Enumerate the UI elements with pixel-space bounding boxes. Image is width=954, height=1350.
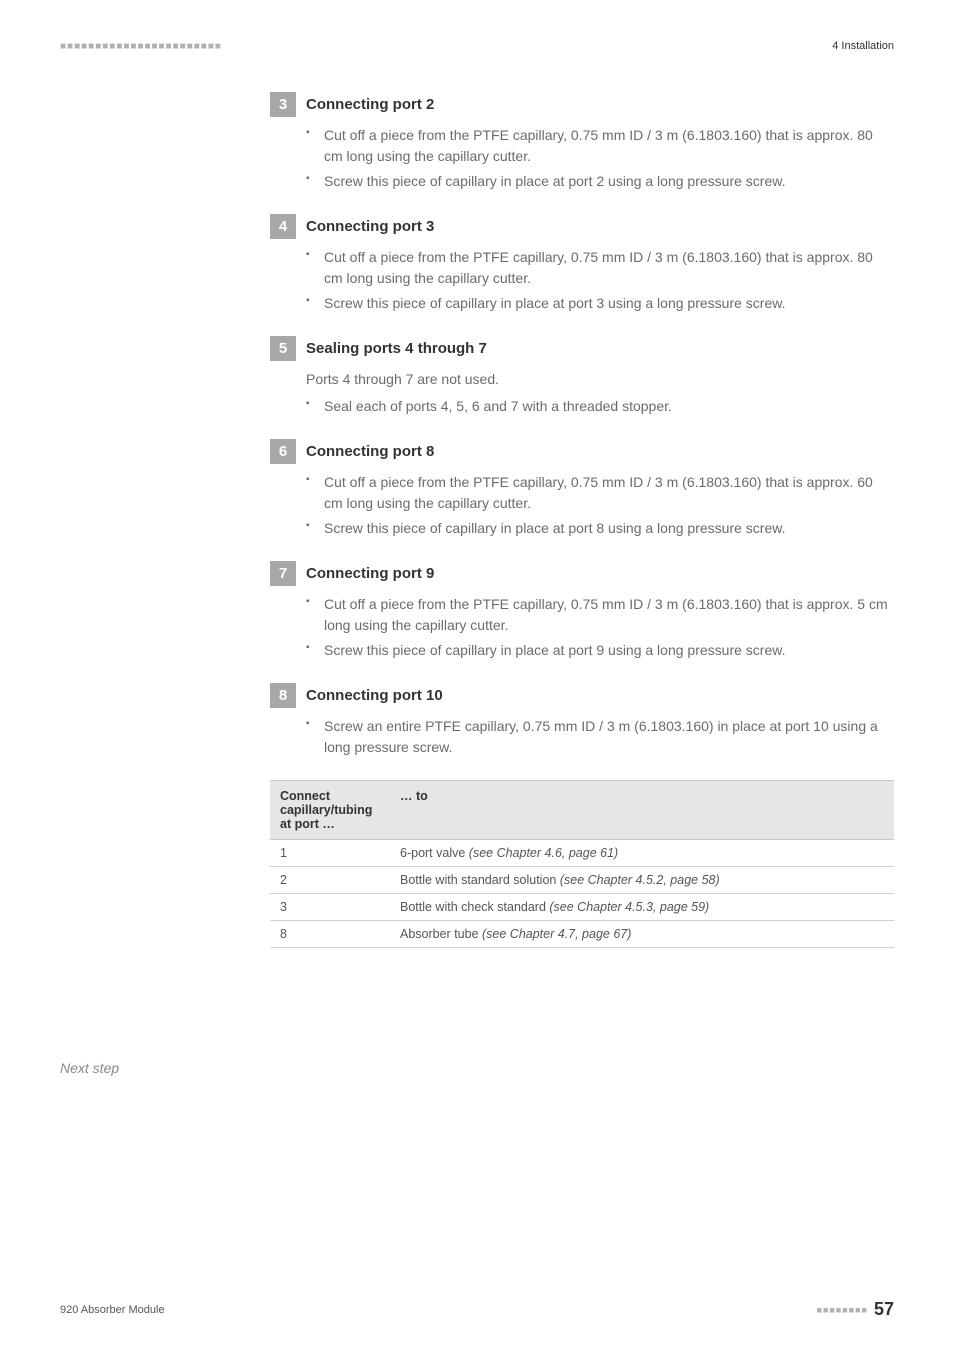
table-cell-ref: (see Chapter 4.5.3, page 59) <box>549 900 709 914</box>
step-number: 7 <box>270 561 296 586</box>
page-header: ■■■■■■■■■■■■■■■■■■■■■■■ 4 Installation <box>60 40 894 52</box>
step-list-item: Screw this piece of capillary in place a… <box>306 518 894 539</box>
step-header: 7Connecting port 9 <box>270 561 894 586</box>
table-cell-ref: (see Chapter 4.7, page 67) <box>482 927 631 941</box>
step-list-item: Seal each of ports 4, 5, 6 and 7 with a … <box>306 396 894 417</box>
step-number: 8 <box>270 683 296 708</box>
step-body: Cut off a piece from the PTFE capillary,… <box>270 594 894 661</box>
step-header: 3Connecting port 2 <box>270 92 894 117</box>
step-list: Cut off a piece from the PTFE capillary,… <box>306 125 894 192</box>
table-cell-ref: (see Chapter 4.5.2, page 58) <box>560 873 720 887</box>
header-dashes: ■■■■■■■■■■■■■■■■■■■■■■■ <box>60 41 222 52</box>
step-list-item: Cut off a piece from the PTFE capillary,… <box>306 594 894 636</box>
step-list: Cut off a piece from the PTFE capillary,… <box>306 247 894 314</box>
step-body: Cut off a piece from the PTFE capillary,… <box>270 472 894 539</box>
table-cell-to: Absorber tube (see Chapter 4.7, page 67) <box>390 921 894 948</box>
table-cell-port: 1 <box>270 840 390 867</box>
step: 3Connecting port 2 Cut off a piece from t… <box>270 92 894 192</box>
step-body: Cut off a piece from the PTFE capillary,… <box>270 125 894 192</box>
table-cell-ref: (see Chapter 4.6, page 61) <box>469 846 618 860</box>
footer-product: 920 Absorber Module <box>60 1304 165 1316</box>
step-list-item: Screw this piece of capillary in place a… <box>306 171 894 192</box>
table-row: 8Absorber tube (see Chapter 4.7, page 67… <box>270 921 894 948</box>
table-cell-port: 8 <box>270 921 390 948</box>
step: 4Connecting port 3 Cut off a piece from t… <box>270 214 894 314</box>
step-header: 4Connecting port 3 <box>270 214 894 239</box>
step-title: Connecting port 2 <box>296 92 444 117</box>
table-row: 16-port valve (see Chapter 4.6, page 61) <box>270 840 894 867</box>
step-title: Connecting port 10 <box>296 683 453 708</box>
step-title: Connecting port 9 <box>296 561 444 586</box>
footer-page-number: 57 <box>874 1299 894 1320</box>
table-row: 3Bottle with check standard (see Chapter… <box>270 894 894 921</box>
table-cell-to: 6-port valve (see Chapter 4.6, page 61) <box>390 840 894 867</box>
header-chapter: 4 Installation <box>832 40 894 52</box>
step-number: 3 <box>270 92 296 117</box>
page-footer: 920 Absorber Module ■■■■■■■■ 57 <box>60 1299 894 1320</box>
step-body: Screw an entire PTFE capillary, 0.75 mm … <box>270 716 894 758</box>
step: 5Sealing ports 4 through 7 Ports 4 throug… <box>270 336 894 417</box>
step-list-item: Cut off a piece from the PTFE capillary,… <box>306 125 894 167</box>
step-list: Seal each of ports 4, 5, 6 and 7 with a … <box>306 396 894 417</box>
table-header-col1: Connect capillary/tubing at port … <box>270 781 390 840</box>
step-title: Connecting port 8 <box>296 439 444 464</box>
step-intro: Ports 4 through 7 are not used. <box>306 369 894 390</box>
step-number: 4 <box>270 214 296 239</box>
main-content: 3Connecting port 2Cut off a piece from t… <box>270 92 894 948</box>
step-list-item: Screw this piece of capillary in place a… <box>306 640 894 661</box>
connection-table: Connect capillary/tubing at port … … to … <box>270 780 894 948</box>
table-cell-port: 2 <box>270 867 390 894</box>
table-row: 2Bottle with standard solution (see Chap… <box>270 867 894 894</box>
footer-dashes: ■■■■■■■■ <box>816 1305 868 1315</box>
step-number: 5 <box>270 336 296 361</box>
step-number: 6 <box>270 439 296 464</box>
step-body: Ports 4 through 7 are not used. Seal each… <box>270 369 894 417</box>
step-header: 8Connecting port 10 <box>270 683 894 708</box>
table-cell-to: Bottle with check standard (see Chapter … <box>390 894 894 921</box>
step: 8Connecting port 10 Screw an entire PTFE … <box>270 683 894 758</box>
step-title: Sealing ports 4 through 7 <box>296 336 497 361</box>
step-list: Cut off a piece from the PTFE capillary,… <box>306 594 894 661</box>
step: 6Connecting port 8 Cut off a piece from t… <box>270 439 894 539</box>
next-step-label: Next step <box>60 1060 119 1076</box>
step: 7Connecting port 9 Cut off a piece from t… <box>270 561 894 661</box>
step-list-item: Screw an entire PTFE capillary, 0.75 mm … <box>306 716 894 758</box>
table-header-col2: … to <box>390 781 894 840</box>
step-body: Cut off a piece from the PTFE capillary,… <box>270 247 894 314</box>
step-list-item: Cut off a piece from the PTFE capillary,… <box>306 472 894 514</box>
step-list-item: Screw this piece of capillary in place a… <box>306 293 894 314</box>
step-list: Screw an entire PTFE capillary, 0.75 mm … <box>306 716 894 758</box>
step-list-item: Cut off a piece from the PTFE capillary,… <box>306 247 894 289</box>
table-cell-port: 3 <box>270 894 390 921</box>
step-title: Connecting port 3 <box>296 214 444 239</box>
step-header: 6Connecting port 8 <box>270 439 894 464</box>
step-header: 5Sealing ports 4 through 7 <box>270 336 894 361</box>
step-list: Cut off a piece from the PTFE capillary,… <box>306 472 894 539</box>
table-cell-to: Bottle with standard solution (see Chapt… <box>390 867 894 894</box>
